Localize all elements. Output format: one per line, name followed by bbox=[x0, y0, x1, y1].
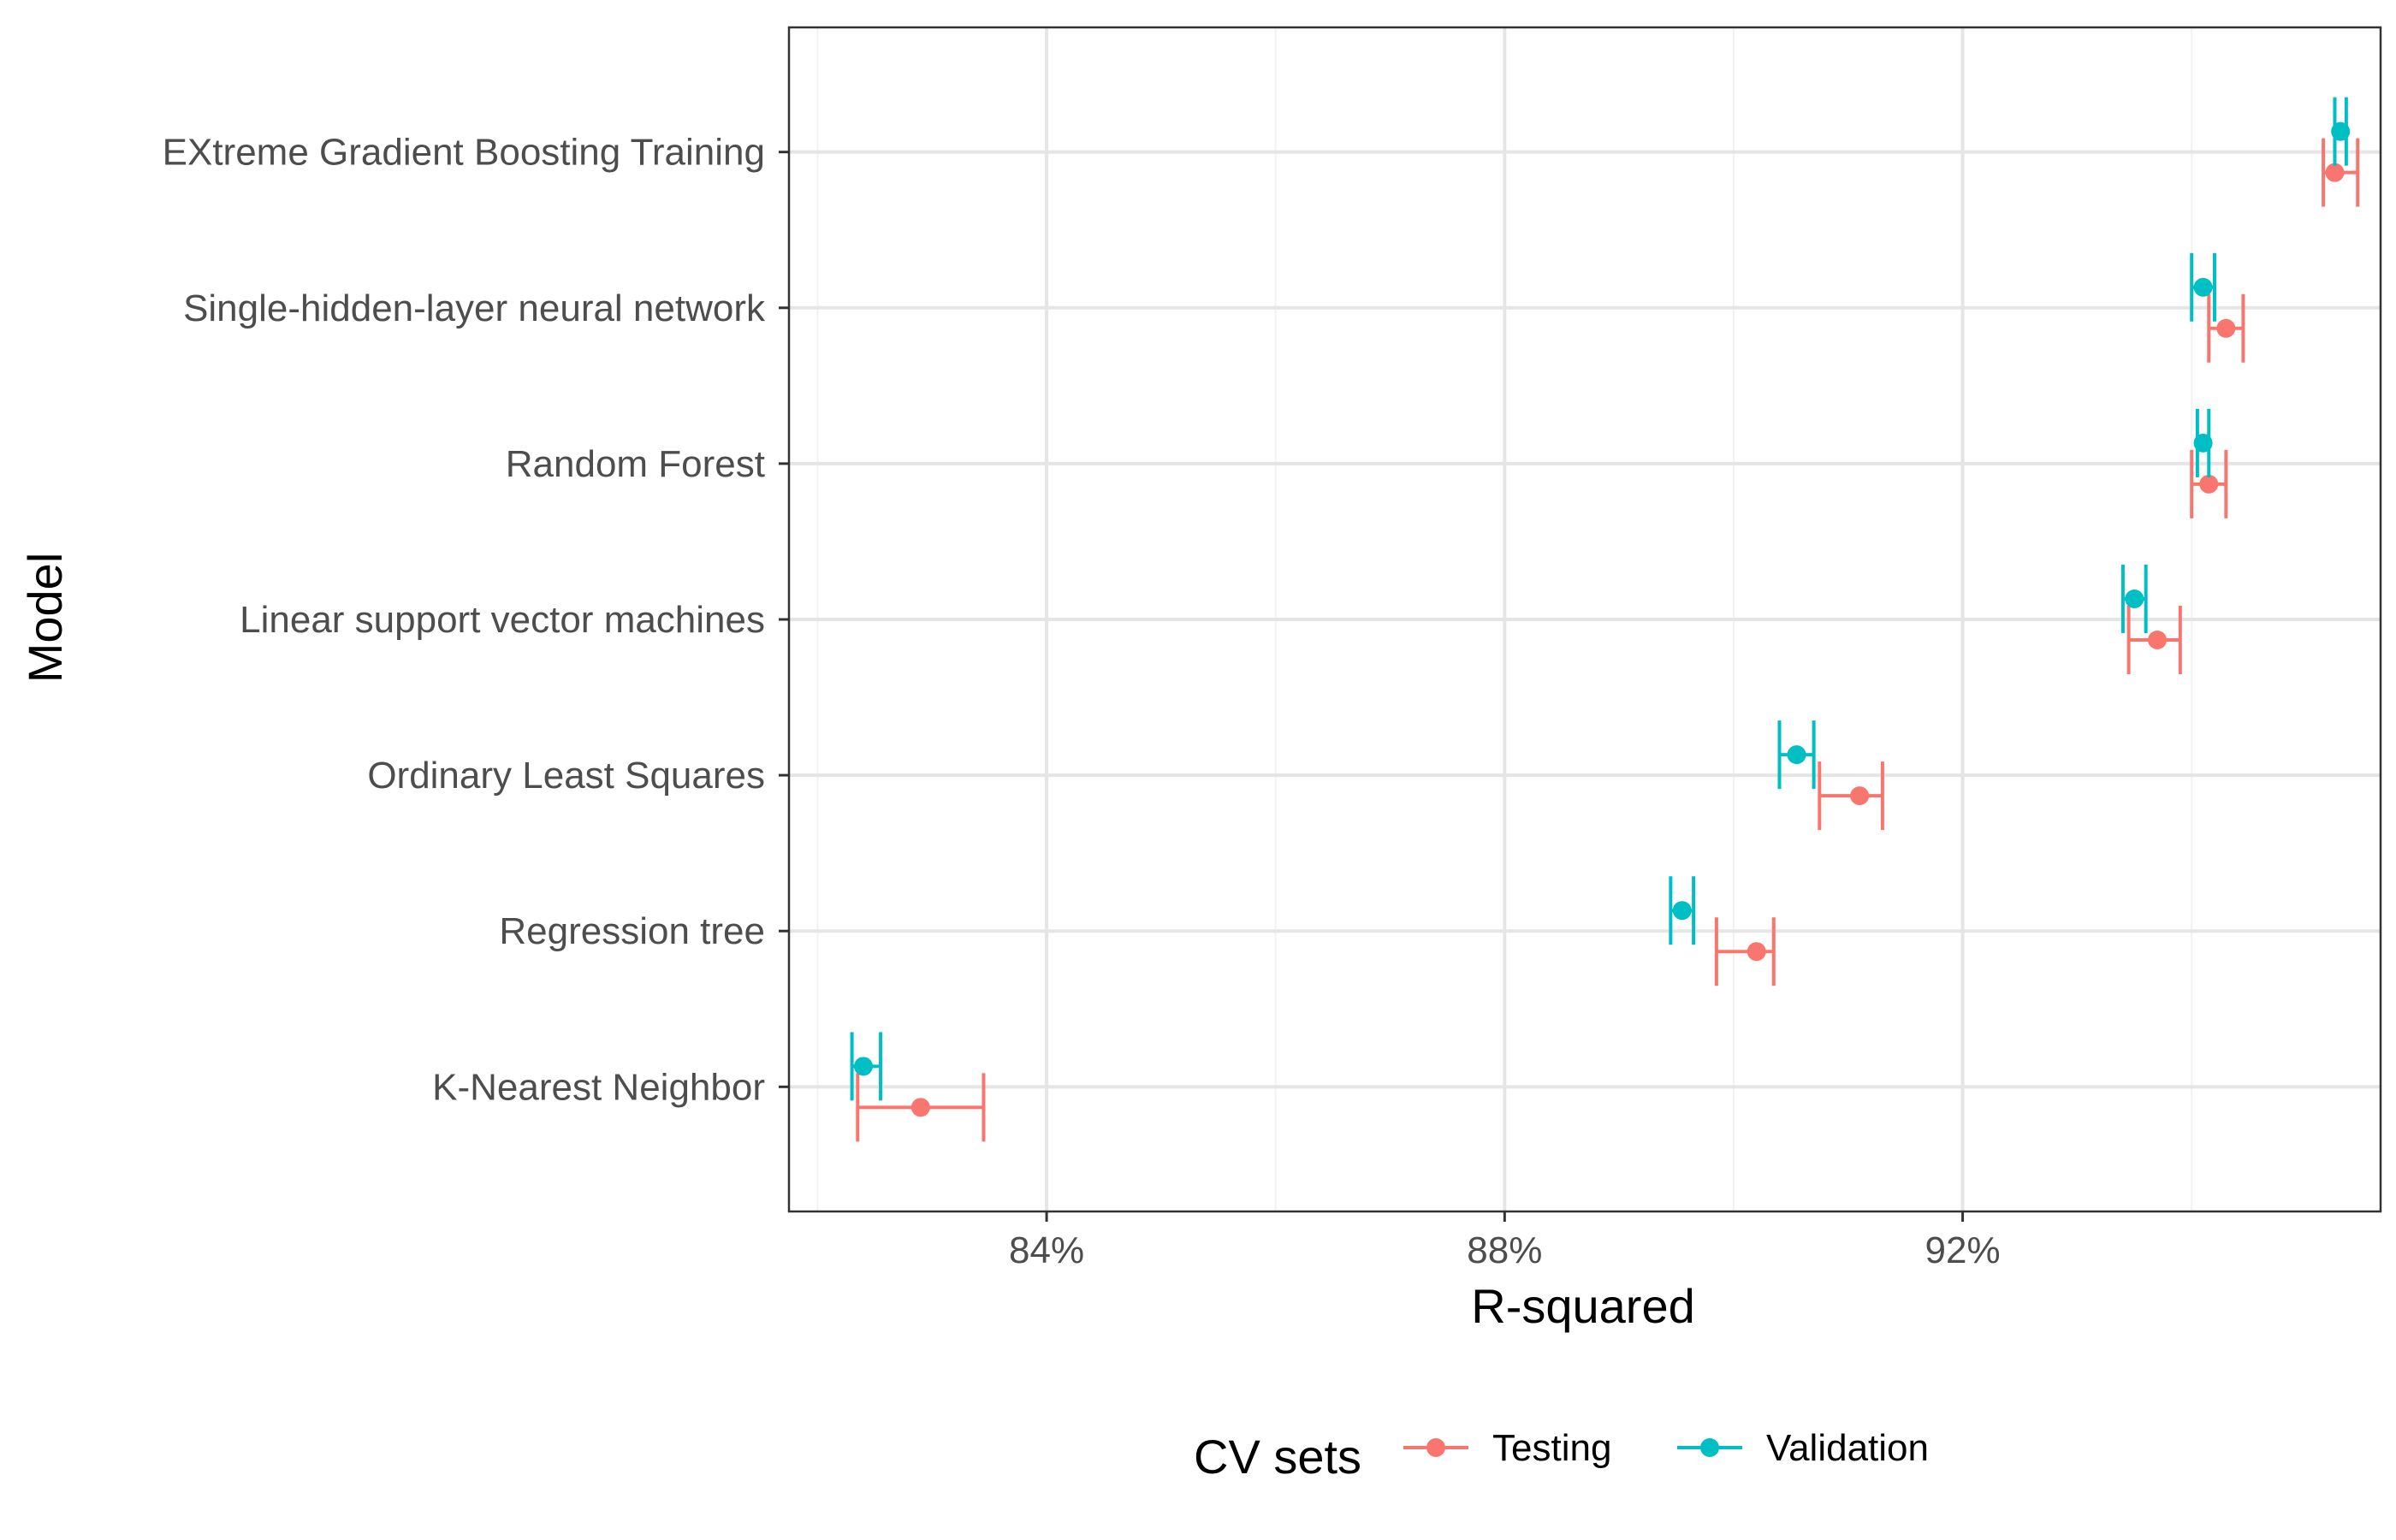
x-tick-label: 88% bbox=[1467, 1229, 1542, 1271]
legend: CV sets Testing Validation bbox=[1194, 1427, 1929, 1484]
legend-key-point-testing bbox=[1426, 1438, 1445, 1457]
legend-label-validation: Validation bbox=[1766, 1427, 1929, 1469]
x-tick-label: 92% bbox=[1925, 1229, 2001, 1271]
validation-point bbox=[2193, 433, 2213, 453]
testing-point bbox=[2325, 163, 2345, 182]
y-tick-label: Linear support vector machines bbox=[240, 599, 765, 641]
testing-point bbox=[2148, 631, 2168, 649]
y-tick-label: Single-hidden-layer neural network bbox=[183, 287, 766, 329]
testing-point bbox=[1850, 786, 1870, 806]
validation-point bbox=[1787, 745, 1806, 765]
y-tick-label: Ordinary Least Squares bbox=[367, 755, 765, 797]
testing-point bbox=[2199, 474, 2219, 494]
y-tick-label: EXtreme Gradient Boosting Training bbox=[163, 132, 765, 174]
y-tick-label: Regression tree bbox=[499, 910, 765, 952]
validation-point bbox=[1672, 901, 1692, 921]
x-axis-title: R-squared bbox=[1471, 1279, 1694, 1333]
legend-title: CV sets bbox=[1194, 1430, 1361, 1484]
y-axis-title: Model bbox=[18, 553, 72, 684]
x-tick-label: 84% bbox=[1009, 1229, 1084, 1271]
axis-layer: K-Nearest Neighbor Regression tree Ordinar… bbox=[163, 132, 2001, 1271]
validation-point bbox=[2193, 277, 2213, 297]
y-tick-label: Random Forest bbox=[506, 443, 765, 485]
legend-key-point-validation bbox=[1700, 1438, 1719, 1457]
grid-layer bbox=[789, 27, 2381, 1211]
validation-point bbox=[853, 1057, 873, 1076]
validation-point bbox=[2331, 121, 2351, 141]
validation-point bbox=[2125, 589, 2144, 608]
legend-label-testing: Testing bbox=[1492, 1427, 1611, 1469]
testing-point bbox=[2216, 318, 2236, 338]
y-tick-label: K-Nearest Neighbor bbox=[432, 1066, 765, 1108]
legend-items: Testing Validation bbox=[1403, 1427, 1929, 1469]
data-layer bbox=[850, 97, 2360, 1142]
testing-point bbox=[1747, 942, 1766, 962]
testing-point bbox=[910, 1098, 930, 1117]
